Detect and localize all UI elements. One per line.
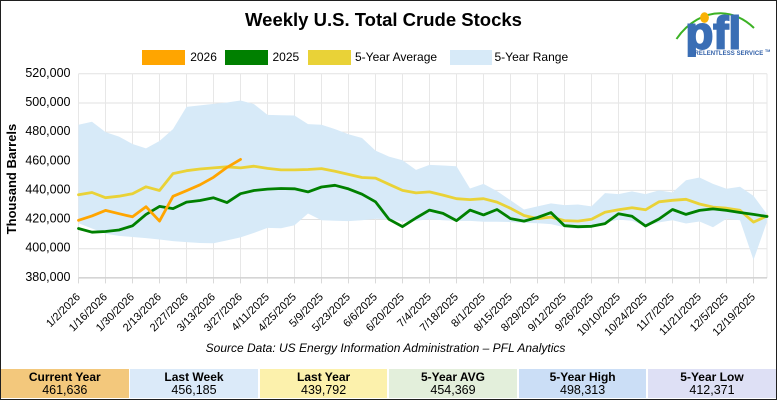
svg-text:TM: TM: [765, 49, 770, 53]
svg-text:460,000: 460,000: [25, 153, 70, 167]
svg-text:RELENTLESS SERVICE: RELENTLESS SERVICE: [695, 50, 764, 57]
svg-text:380,000: 380,000: [25, 270, 70, 284]
svg-text:Thousand Barrels: Thousand Barrels: [4, 124, 19, 235]
svg-text:500,000: 500,000: [25, 95, 70, 109]
svg-text:420,000: 420,000: [25, 212, 70, 226]
svg-text:400,000: 400,000: [25, 241, 70, 255]
svg-text:pfl: pfl: [686, 8, 742, 58]
svg-text:520,000: 520,000: [25, 66, 70, 80]
svg-text:480,000: 480,000: [25, 124, 70, 138]
svg-text:440,000: 440,000: [25, 182, 70, 196]
